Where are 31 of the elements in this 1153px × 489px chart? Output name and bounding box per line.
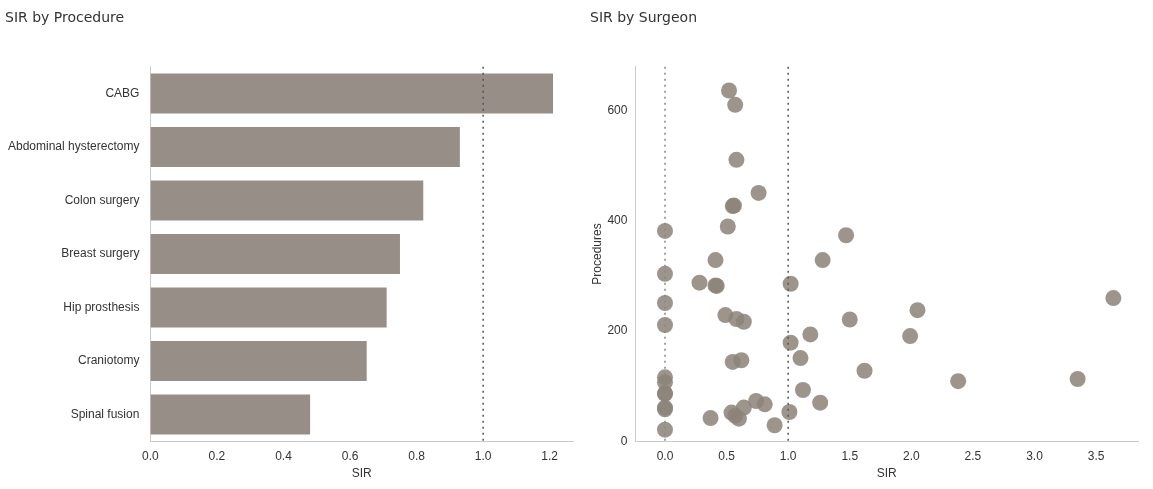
y-tick-label: Spinal fusion [70,406,140,421]
x-tick-label: 3.5 [1087,448,1105,463]
x-tick-label: 0.6 [341,448,359,463]
x-axis-title: SIR [351,466,373,481]
x-tick-label: 0.0 [656,448,674,463]
y-tick-label: Breast surgery [61,246,140,261]
chart-title: SIR by Surgeon [590,9,698,26]
chart-title: SIR by Procedure [5,9,125,26]
y-tick-label: 400 [607,213,628,228]
x-tick-label: 1.0 [474,448,492,463]
x-tick-label: 1.0 [779,448,797,463]
y-tick-label: Hip prosthesis [63,299,140,314]
y-tick-label: Colon surgery [64,192,140,207]
x-tick-label: 0.4 [275,448,293,463]
y-tick-label: 600 [607,103,628,118]
x-tick-label: 1.5 [841,448,859,463]
x-axis-title: SIR [876,466,898,481]
y-tick-label: Abdominal hysterectomy [8,139,140,154]
x-tick-label: 2.0 [903,448,921,463]
x-tick-label: 0.8 [408,448,426,463]
x-tick-label: 3.0 [1026,448,1044,463]
y-tick-label: Craniotomy [78,353,140,368]
y-tick-label: CABG [105,85,140,100]
x-tick-label: 2.5 [964,448,982,463]
y-tick-label: 200 [607,323,628,338]
y-tick-label: 0 [620,433,628,448]
x-tick-label: 1.2 [541,448,559,463]
y-axis-title: Procedures [589,223,604,285]
x-tick-label: 0.2 [208,448,226,463]
x-tick-label: 0.0 [142,448,160,463]
x-tick-label: 0.5 [718,448,736,463]
